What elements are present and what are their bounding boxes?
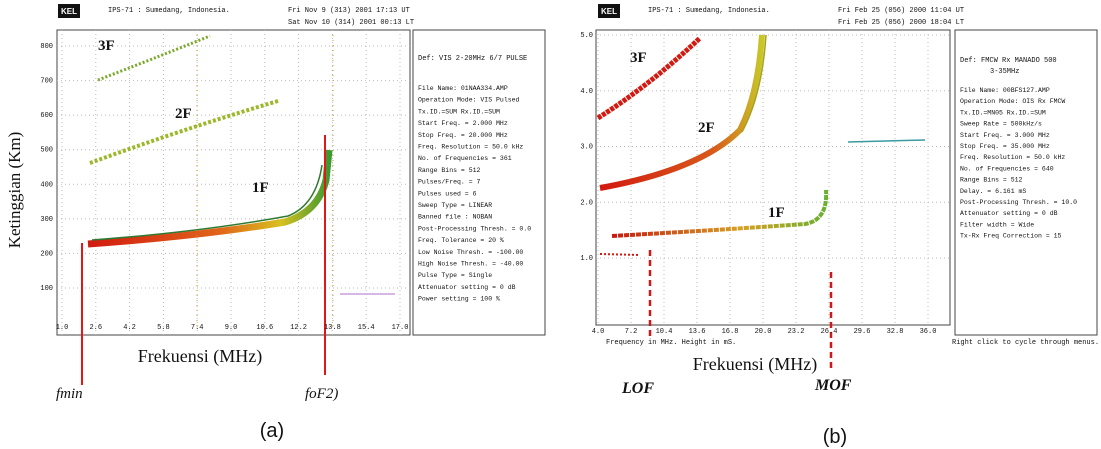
x-tick-label: 12.2 bbox=[290, 324, 307, 332]
setting-line: Attenuator setting = 0 dB bbox=[960, 210, 1058, 217]
setting-line: Freq. Resolution = 50.0 kHz bbox=[960, 154, 1065, 161]
x-tick-label: 1.0 bbox=[56, 324, 69, 332]
time-lt: Fri Feb 25 (056) 2000 18:04 LT bbox=[838, 19, 964, 27]
trace-label: 1F bbox=[768, 205, 785, 221]
trace-label: 1F bbox=[252, 180, 269, 196]
y-tick-label: 500 bbox=[40, 147, 53, 155]
time-ut: Fri Feb 25 (056) 2000 11:04 UT bbox=[838, 7, 964, 15]
setting-line: Banned file : NOBAN bbox=[418, 214, 492, 221]
x-tick-label: 13.8 bbox=[324, 324, 341, 332]
setting-line: No. of Frequencies = 640 bbox=[960, 165, 1054, 172]
x-tick-label: 17.0 bbox=[392, 324, 409, 332]
setting-line: Pulse Type = Single bbox=[418, 272, 492, 279]
logo: KEL bbox=[601, 7, 617, 16]
setting-line: Post-Processing Thresh. = 10.0 bbox=[960, 199, 1077, 206]
setting-line: File Name: 00BFS127.AMP bbox=[960, 87, 1050, 94]
x-tick-label: 2.6 bbox=[89, 324, 102, 332]
marker-label: MOF bbox=[814, 377, 852, 394]
x-tick-label: 10.4 bbox=[656, 328, 673, 336]
setting-line: Power setting = 100 % bbox=[418, 296, 500, 303]
setting-line: Tx.ID.=MN05 Rx.ID.=SUM bbox=[960, 109, 1046, 116]
y-tick-label: 3.0 bbox=[580, 144, 593, 152]
trace-label: 3F bbox=[98, 38, 115, 54]
setting-line: Post-Processing Thresh. = 0.0 bbox=[418, 225, 531, 232]
x-tick-label: 10.6 bbox=[256, 324, 273, 332]
setting-line: Pulses/Freq. = 7 bbox=[418, 179, 481, 186]
definition: 3-35MHz bbox=[990, 68, 1019, 76]
setting-line: Filter width = Wide bbox=[960, 221, 1034, 228]
x-tick-label: 5.8 bbox=[157, 324, 170, 332]
setting-line: Freq. Resolution = 50.0 kHz bbox=[418, 144, 523, 151]
x-tick-label: 20.0 bbox=[755, 328, 772, 336]
time-ut: Fri Nov 9 (313) 2001 17:13 UT bbox=[288, 7, 410, 15]
setting-line: Tx.ID.=SUM Rx.ID.=SUM bbox=[418, 108, 500, 115]
setting-line: Low Noise Thresh. = -100.00 bbox=[418, 249, 523, 256]
x-tick-label: 4.2 bbox=[123, 324, 136, 332]
y-tick-label: 600 bbox=[40, 112, 53, 120]
figure: KEL IPS-71 : Sumedang, Indonesia. Fri No… bbox=[0, 0, 1101, 449]
marker-label: fmin bbox=[56, 386, 83, 402]
setting-line: Sweep Type = LINEAR bbox=[418, 202, 492, 209]
x-tick-label: 16.8 bbox=[722, 328, 739, 336]
y-tick-label: 4.0 bbox=[580, 88, 593, 96]
setting-line: Operation Mode: OIS Rx FMCW bbox=[960, 98, 1065, 105]
setting-line: Pulses used = 6 bbox=[418, 190, 477, 197]
y-tick-label: 400 bbox=[40, 181, 53, 189]
y-tick-label: 800 bbox=[40, 43, 53, 51]
x-axis-label: Frekuensi (MHz) bbox=[138, 346, 262, 367]
x-tick-label: 9.0 bbox=[225, 324, 238, 332]
x-tick-label: 7.4 bbox=[191, 324, 204, 332]
setting-line: Start Freq. = 2.000 MHz bbox=[418, 120, 508, 127]
caption: (a) bbox=[260, 420, 284, 442]
x-tick-label: 15.4 bbox=[358, 324, 375, 332]
x-tick-label: 26.4 bbox=[821, 328, 838, 336]
y-tick-label: 100 bbox=[40, 285, 53, 293]
setting-line: Delay. = 6.161 mS bbox=[960, 188, 1026, 195]
x-tick-label: 4.0 bbox=[592, 328, 605, 336]
x-tick-label: 23.2 bbox=[788, 328, 805, 336]
setting-line: Start Freq. = 3.000 MHz bbox=[960, 132, 1050, 139]
y-tick-label: 2.0 bbox=[580, 199, 593, 207]
logo: KEL bbox=[61, 7, 77, 16]
trace-label: 2F bbox=[698, 120, 715, 136]
y-axis-label: Ketinggian (Km) bbox=[5, 132, 24, 249]
site: IPS-71 : Sumedang, Indonesia. bbox=[648, 7, 770, 15]
setting-line: No. of Frequencies = 361 bbox=[418, 155, 512, 162]
setting-line: Attenuator setting = 0 dB bbox=[418, 284, 516, 291]
definition: Def: FMCW Rx MANADO 500 bbox=[960, 57, 1057, 65]
trace-label: 2F bbox=[175, 106, 192, 122]
x-tick-label: 32.8 bbox=[887, 328, 904, 336]
y-tick-label: 200 bbox=[40, 250, 53, 258]
marker-label: foF2) bbox=[305, 386, 338, 402]
x-tick-label: 7.2 bbox=[625, 328, 638, 336]
time-lt: Sat Nov 10 (314) 2001 00:13 LT bbox=[288, 19, 414, 27]
x-tick-label: 29.6 bbox=[854, 328, 871, 336]
y-tick-label: 1.0 bbox=[580, 255, 593, 263]
y-tick-label: 300 bbox=[40, 216, 53, 224]
y-tick-label: 700 bbox=[40, 78, 53, 86]
setting-line: Sweep Rate = 500kHz/s bbox=[960, 121, 1042, 128]
caption: (b) bbox=[823, 426, 847, 448]
setting-line: High Noise Thresh. = -40.00 bbox=[418, 261, 523, 268]
setting-line: Tx-Rx Freq Correction = 15 bbox=[960, 233, 1062, 240]
y-tick-label: 5.0 bbox=[580, 32, 593, 40]
setting-line: Stop Freq. = 35.000 MHz bbox=[960, 143, 1050, 150]
footer: Right click to cycle through menus. bbox=[952, 339, 1099, 347]
setting-line: File Name: 01NAA334.AMP bbox=[418, 85, 508, 92]
x-tick-label: 36.0 bbox=[920, 328, 937, 336]
marker-label: LOF bbox=[621, 380, 654, 397]
setting-line: Range Bins = 512 bbox=[418, 167, 481, 174]
x-tick-label: 13.6 bbox=[689, 328, 706, 336]
footer: Frequency in MHz. Height in mS. bbox=[606, 339, 736, 347]
site: IPS-71 : Sumedang, Indonesia. bbox=[108, 7, 230, 15]
trace-label: 3F bbox=[630, 50, 647, 66]
x-axis-label: Frekuensi (MHz) bbox=[693, 354, 817, 375]
setting-line: Range Bins = 512 bbox=[960, 177, 1023, 184]
setting-line: Operation Mode: VIS Pulsed bbox=[418, 97, 520, 104]
definition: Def: VIS 2-20MHz 6/7 PULSE bbox=[418, 55, 527, 63]
setting-line: Stop Freq. = 20.000 MHz bbox=[418, 132, 508, 139]
setting-line: Freq. Tolerance = 20 % bbox=[418, 237, 504, 244]
